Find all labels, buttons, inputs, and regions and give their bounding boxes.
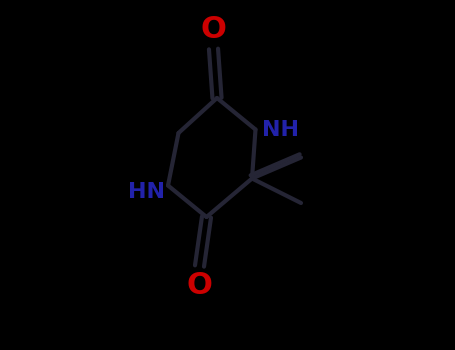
Text: NH: NH [263, 119, 299, 140]
Text: O: O [187, 271, 212, 300]
Text: O: O [201, 15, 227, 44]
Text: HN: HN [127, 182, 165, 203]
